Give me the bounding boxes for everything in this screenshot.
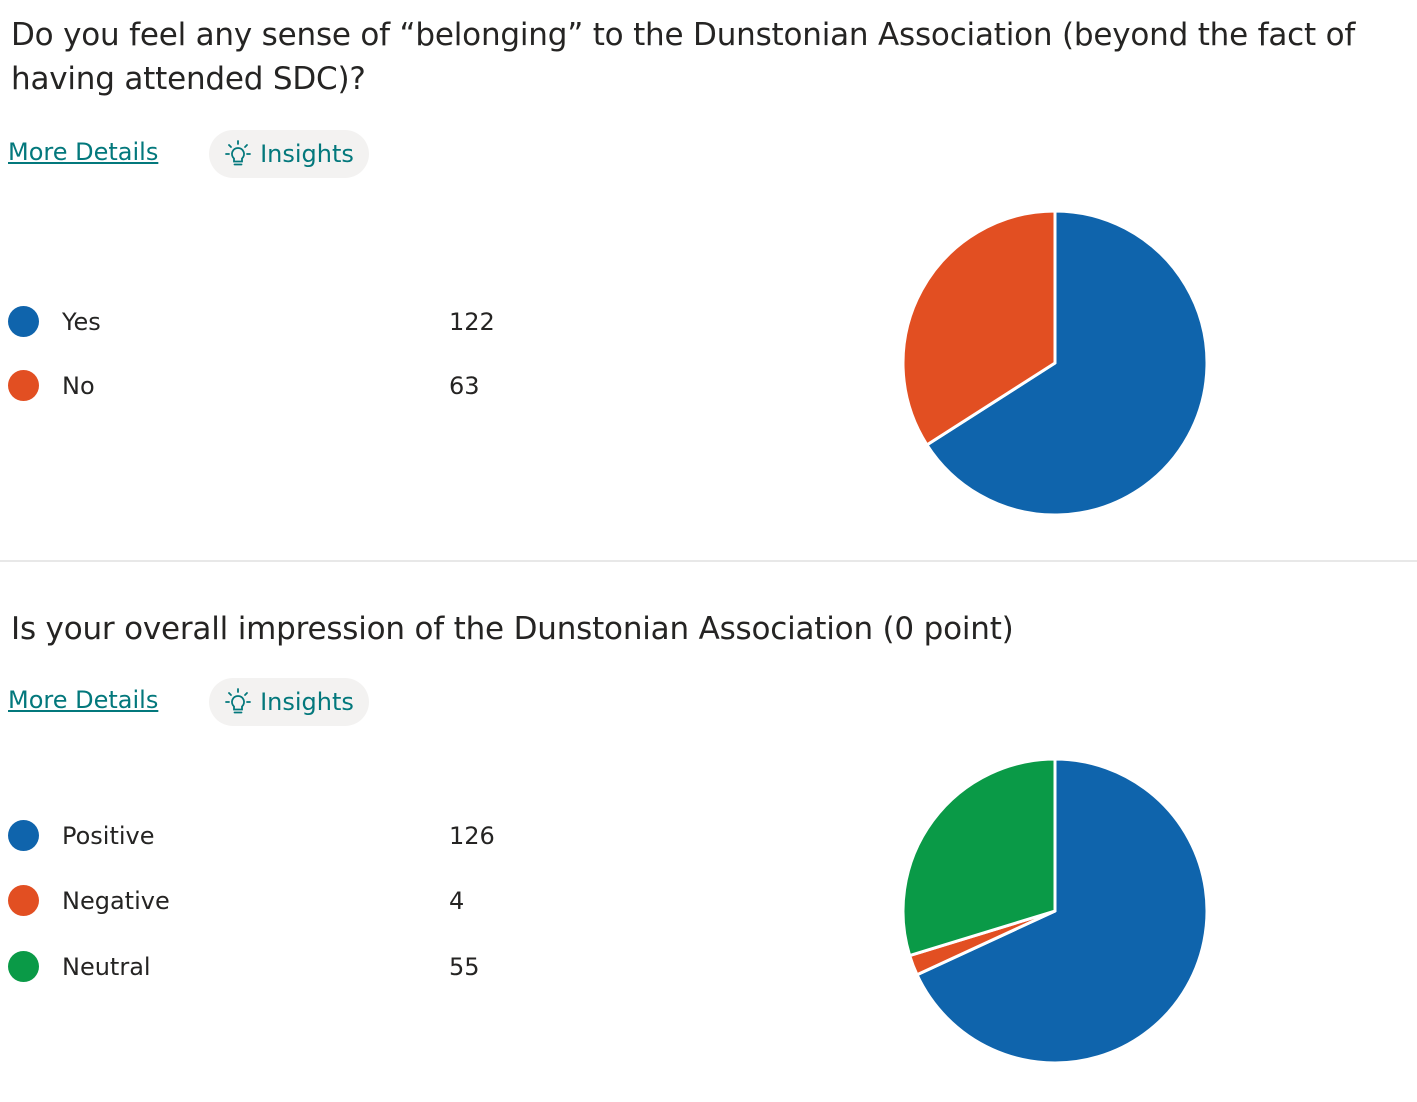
legend-count: 122 (449, 308, 495, 336)
lightbulb-icon (224, 687, 252, 717)
legend-count: 126 (449, 822, 495, 850)
more-details-link[interactable]: More Details (8, 686, 159, 714)
legend-dot (8, 951, 39, 982)
legend-count: 63 (449, 372, 480, 400)
insights-button[interactable]: Insights (209, 678, 369, 726)
legend-item-neutral: Neutral 55 (8, 947, 608, 987)
legend-label: Positive (62, 822, 155, 850)
pie-slice-no[interactable] (901, 209, 1057, 447)
section-divider (0, 560, 1417, 562)
pie-slice-neutral[interactable] (901, 757, 1057, 958)
legend-label: No (62, 372, 95, 400)
legend-dot (8, 885, 39, 916)
legend-label: Yes (62, 308, 101, 336)
pie-chart-impression (901, 757, 1209, 1065)
insights-label: Insights (260, 140, 354, 168)
legend-dot (8, 820, 39, 851)
more-details-link[interactable]: More Details (8, 138, 159, 166)
legend-dot (8, 370, 39, 401)
legend-dot (8, 306, 39, 337)
insights-label: Insights (260, 688, 354, 716)
legend-count: 55 (449, 953, 480, 981)
legend-count: 4 (449, 887, 465, 915)
question-title: Do you feel any sense of “belonging” to … (11, 17, 1356, 97)
legend-label: Negative (62, 887, 170, 915)
question-section-impression: Is your overall impression of the Dunsto… (0, 562, 1417, 1102)
legend-item-positive: Positive 126 (8, 816, 608, 856)
legend-label: Neutral (62, 953, 151, 981)
pie-slice-positive[interactable] (915, 757, 1209, 1065)
lightbulb-icon (224, 139, 252, 169)
pie-slice-yes[interactable] (925, 209, 1209, 517)
pie-chart-belonging (901, 209, 1209, 517)
insights-button[interactable]: Insights (209, 130, 369, 178)
question-section-belonging: Do you feel any sense of “belonging” to … (8, 17, 1356, 517)
legend-item-no: No 63 (8, 366, 608, 406)
legend-item-negative: Negative 4 (8, 881, 608, 921)
question-title: Is your overall impression of the Dunsto… (11, 611, 1014, 647)
legend-item-yes: Yes 122 (8, 302, 608, 342)
